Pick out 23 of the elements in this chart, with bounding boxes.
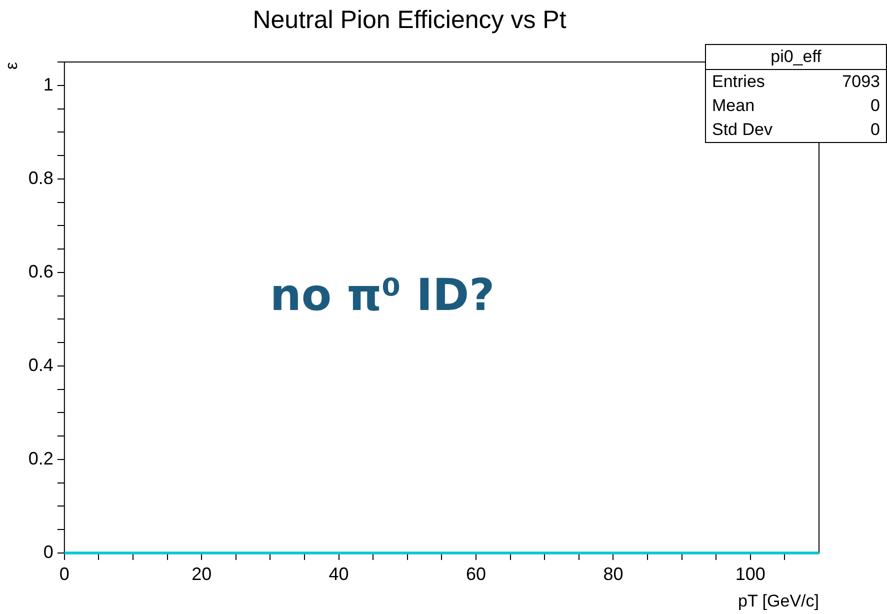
annotation: pi0_eff (706, 45, 886, 70)
x-tick-label: 40 (328, 564, 349, 584)
annotation: Entries (711, 71, 766, 93)
y-tick-label: 0 (43, 542, 54, 562)
y-tick-label: 0.2 (28, 448, 54, 468)
y-tick-label: 0.8 (28, 168, 54, 188)
annotation: Mean (711, 95, 756, 117)
y-tick-label: 0.4 (28, 354, 54, 375)
annotation: no π⁰ ID? (270, 270, 495, 321)
text: 0 (870, 119, 881, 141)
annotation: Std Dev (711, 119, 774, 141)
y-tick-label: 0.6 (28, 261, 54, 282)
x-tick-label: 80 (603, 564, 624, 584)
x-tick-label: 0 (59, 564, 70, 584)
text: 0 (870, 95, 881, 117)
x-axis-title: pT [GeV/c] (738, 591, 819, 610)
x-tick-label: 60 (466, 564, 486, 584)
text: 7093 (841, 71, 881, 93)
y-axis-title: ε (2, 62, 21, 70)
x-tick-label: 20 (192, 564, 212, 584)
y-tick-label: 1 (43, 74, 54, 94)
x-tick-label: 100 (735, 564, 766, 584)
chart-title: Neutral Pion Efficiency vs Pt (252, 6, 566, 34)
